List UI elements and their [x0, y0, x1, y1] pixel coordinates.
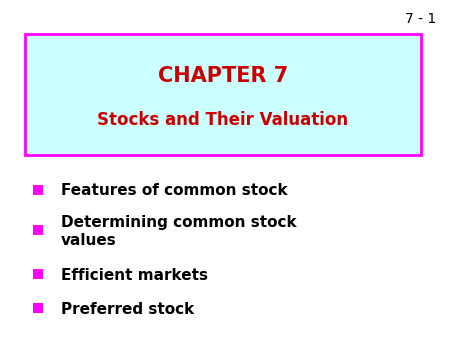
- Bar: [33, 225, 43, 235]
- Bar: [33, 185, 43, 195]
- Text: Stocks and Their Valuation: Stocks and Their Valuation: [97, 111, 348, 129]
- Text: 7 - 1: 7 - 1: [405, 12, 436, 26]
- Text: Efficient markets: Efficient markets: [61, 268, 208, 283]
- Text: Features of common stock: Features of common stock: [61, 184, 288, 198]
- Text: Determining common stock
values: Determining common stock values: [61, 215, 297, 248]
- Text: CHAPTER 7: CHAPTER 7: [158, 66, 288, 86]
- Bar: [33, 303, 43, 313]
- Text: Preferred stock: Preferred stock: [61, 302, 194, 317]
- FancyBboxPatch shape: [25, 34, 421, 155]
- Bar: [33, 269, 43, 279]
